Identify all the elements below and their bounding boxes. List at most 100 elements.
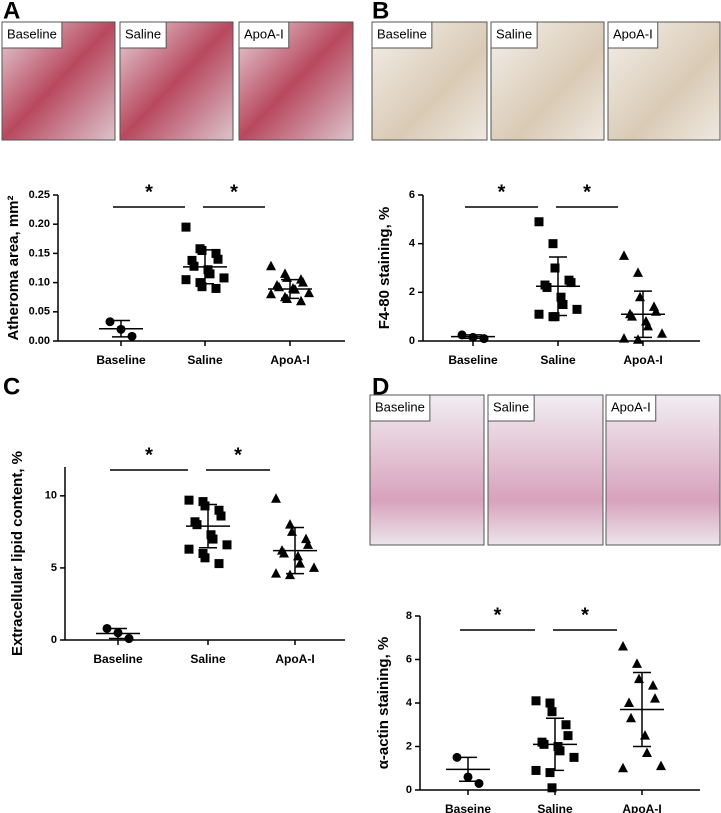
y-tick-label: 6 xyxy=(406,653,412,665)
data-point xyxy=(550,263,560,273)
data-point xyxy=(214,505,224,515)
panel-letter: A xyxy=(3,0,20,24)
data-point xyxy=(547,783,557,793)
image-label-box xyxy=(119,21,167,49)
image-label-box xyxy=(607,21,659,49)
y-tick-label: 0.25 xyxy=(29,189,50,201)
y-tick-label: 8 xyxy=(406,610,412,622)
significance-label: * xyxy=(230,181,238,203)
data-point xyxy=(550,312,560,322)
x-tick-label: Baseine xyxy=(445,802,491,813)
x-tick-label: Baseline xyxy=(96,353,146,367)
significance-label: * xyxy=(145,444,153,466)
significance-label: * xyxy=(583,181,591,203)
data-point xyxy=(548,239,558,249)
image-label-box xyxy=(238,21,290,49)
image-label: Saline xyxy=(496,26,532,41)
data-point xyxy=(545,698,555,708)
data-point xyxy=(211,283,221,293)
data-point xyxy=(619,333,629,343)
significance-label: * xyxy=(145,181,153,203)
image-label-box xyxy=(490,21,538,49)
data-point xyxy=(642,747,652,758)
data-point xyxy=(534,309,544,319)
significance-label: * xyxy=(581,604,589,626)
data-point xyxy=(534,217,544,227)
data-point xyxy=(124,634,134,644)
data-point xyxy=(309,562,319,572)
data-point xyxy=(542,282,552,292)
data-point xyxy=(656,760,666,771)
data-point xyxy=(181,275,191,285)
panel-letter: C xyxy=(3,373,20,400)
y-tick-label: 0.15 xyxy=(29,247,50,259)
data-point xyxy=(184,544,194,554)
data-point xyxy=(200,553,210,563)
data-point xyxy=(266,288,276,299)
data-point xyxy=(295,558,305,568)
data-point xyxy=(219,273,229,283)
error-bar xyxy=(286,526,304,575)
data-point xyxy=(205,269,215,279)
significance-label: * xyxy=(498,181,506,203)
image-label-box xyxy=(369,394,431,422)
data-point xyxy=(474,778,484,788)
image-label-box xyxy=(605,394,657,422)
image-label: ApoA-I xyxy=(611,399,651,414)
significance-label: * xyxy=(234,444,242,466)
error-bar xyxy=(199,503,217,549)
data-point xyxy=(271,493,281,503)
data-point xyxy=(200,501,210,511)
panel-letter: D xyxy=(372,373,389,400)
error-bar xyxy=(549,256,567,317)
data-point xyxy=(105,317,115,327)
image-label: ApoA-I xyxy=(244,26,284,41)
data-point xyxy=(650,693,660,703)
data-point xyxy=(633,267,643,277)
data-point xyxy=(187,255,197,265)
data-point xyxy=(452,752,462,762)
image-label: ApoA-I xyxy=(613,26,653,41)
y-axis-title: Extracellular lipid content, % xyxy=(9,451,26,656)
data-point xyxy=(643,320,653,331)
error-bar xyxy=(196,249,214,285)
data-point xyxy=(626,712,636,723)
x-tick-label: Saline xyxy=(190,652,226,666)
data-point xyxy=(216,511,226,521)
significance-label: * xyxy=(494,604,502,626)
data-point xyxy=(214,559,224,569)
data-point xyxy=(545,768,555,778)
data-point xyxy=(303,539,313,549)
y-tick-label: 0.20 xyxy=(29,218,50,230)
data-point xyxy=(127,331,137,341)
image-label-box xyxy=(371,21,433,49)
data-point xyxy=(558,300,568,309)
data-point xyxy=(197,282,207,292)
x-tick-label: Saline xyxy=(187,353,223,367)
error-bar xyxy=(546,717,564,772)
y-tick-label: 5 xyxy=(51,562,57,574)
error-bar xyxy=(459,756,477,783)
x-tick-label: ApoA-I xyxy=(270,353,309,367)
image-label-box xyxy=(487,394,535,422)
y-tick-label: 4 xyxy=(409,238,416,250)
y-tick-label: 0 xyxy=(406,784,412,796)
data-point xyxy=(624,697,634,707)
image-label: Saline xyxy=(125,26,161,41)
x-tick-label: Saline xyxy=(537,802,573,813)
data-point xyxy=(618,762,628,773)
data-point xyxy=(633,334,643,344)
image-label: Baseline xyxy=(7,26,57,41)
data-point xyxy=(181,222,191,232)
y-tick-label: 0.05 xyxy=(29,306,50,318)
data-point xyxy=(192,520,202,530)
data-point xyxy=(651,306,661,316)
y-tick-label: 10 xyxy=(45,490,57,502)
error-bar xyxy=(109,627,127,640)
error-bar xyxy=(464,334,482,340)
data-point xyxy=(298,277,308,287)
data-point xyxy=(556,292,566,302)
y-axis-title: F4-80 staining, % xyxy=(376,207,393,330)
error-bar xyxy=(281,278,299,300)
data-point xyxy=(271,568,281,578)
